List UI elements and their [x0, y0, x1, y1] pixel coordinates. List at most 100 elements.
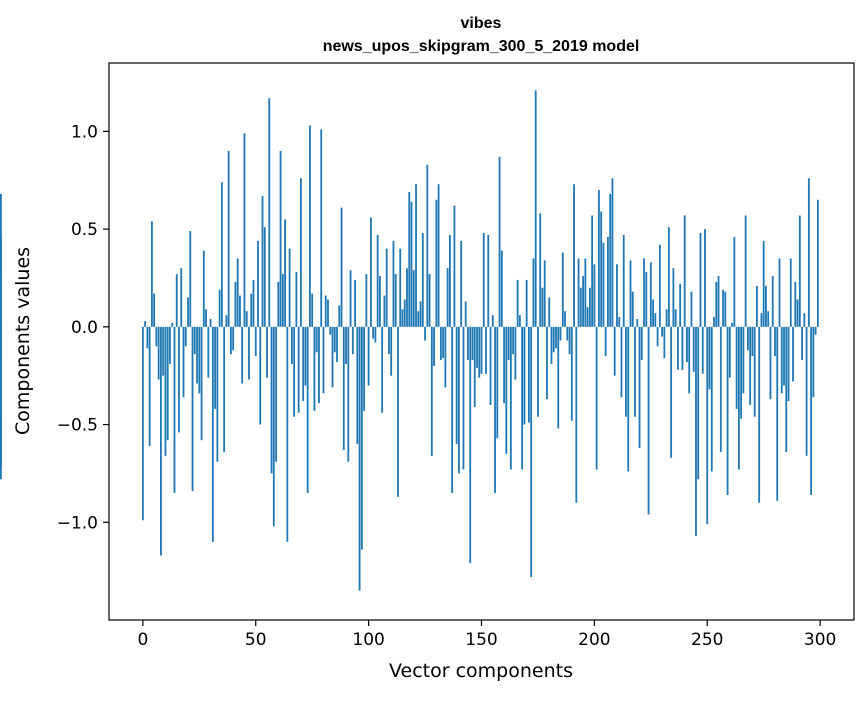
- bar-227: [654, 313, 657, 327]
- bar-177: [541, 287, 544, 327]
- bar-99: [365, 274, 368, 327]
- bar-40: [232, 326, 235, 351]
- bar-272: [756, 285, 758, 327]
- bar-259: [726, 326, 729, 495]
- bar-166: [516, 279, 519, 327]
- bar-186: [561, 252, 564, 327]
- bar-151: [482, 233, 485, 327]
- bar-261: [731, 322, 733, 327]
- bar-225: [649, 262, 652, 327]
- bar-267: [744, 215, 747, 327]
- bar-231: [663, 326, 666, 359]
- bar-234: [670, 326, 673, 458]
- bar-12: [169, 326, 171, 364]
- bar-122: [417, 311, 420, 327]
- bar-132: [439, 326, 442, 361]
- bar-241: [686, 326, 688, 363]
- bar-286: [787, 326, 790, 402]
- bar-117: [406, 268, 408, 327]
- bar-172: [530, 326, 533, 577]
- bar-247: [699, 233, 702, 327]
- bar-138: [453, 205, 456, 327]
- bar-2: [146, 326, 149, 349]
- bar-26: [200, 326, 203, 441]
- bar-249: [704, 229, 706, 327]
- bar-105: [379, 276, 381, 327]
- chart-subtitle: news_upos_skipgram_300_5_2019 model: [323, 38, 640, 55]
- bar-215: [627, 326, 630, 472]
- bar-251: [708, 326, 711, 390]
- bar-124: [421, 233, 424, 327]
- bar-8: [160, 326, 162, 556]
- bar-118: [408, 191, 411, 327]
- bar-248: [701, 326, 704, 374]
- bar-56: [268, 98, 271, 327]
- bar-142: [462, 326, 465, 470]
- bar-266: [742, 326, 745, 394]
- bar-19: [184, 326, 187, 347]
- bar-184: [557, 326, 560, 429]
- bar-154: [489, 326, 492, 406]
- bar-173: [532, 258, 535, 327]
- bar-157: [496, 326, 499, 439]
- bar-65: [288, 248, 291, 327]
- bar-61: [279, 150, 282, 327]
- bar-54: [263, 227, 266, 327]
- bar-298: [814, 326, 817, 335]
- bar-32: [214, 326, 217, 409]
- bar-199: [591, 215, 594, 327]
- bar-297: [812, 326, 815, 398]
- x-axis-ticks: 0 50 100 150 200 250 300: [137, 620, 836, 650]
- bar-83: [329, 326, 332, 335]
- bar-7: [157, 326, 160, 380]
- bar-194: [579, 287, 582, 327]
- x-tick-label: 300: [804, 630, 836, 650]
- bar-71: [302, 326, 305, 402]
- bar-130: [435, 199, 438, 327]
- bar-116: [403, 299, 406, 327]
- bar-98: [363, 326, 366, 411]
- bar-21: [189, 231, 192, 327]
- bar-159: [500, 250, 503, 327]
- bar-235: [672, 268, 675, 327]
- bar-144: [467, 326, 469, 361]
- bar-263: [735, 326, 738, 409]
- bar-268: [746, 326, 749, 351]
- bar-49: [252, 279, 255, 327]
- bar-115: [401, 309, 404, 327]
- bar-10: [164, 326, 167, 456]
- bar-25: [198, 326, 201, 394]
- y-axis-ticks: −1.0 −0.5 0.0 0.5 1.0: [57, 122, 109, 533]
- bar-202: [597, 190, 600, 327]
- bar-274: [760, 313, 763, 327]
- bar-176: [539, 213, 542, 327]
- bar-145: [469, 326, 472, 564]
- bar-158: [498, 156, 501, 327]
- bar-292: [801, 326, 803, 361]
- bar-250: [706, 326, 709, 525]
- bar-62: [281, 274, 284, 327]
- bar-34: [218, 289, 221, 327]
- bar-39: [230, 326, 232, 355]
- bar-128: [430, 326, 433, 456]
- bar-223: [645, 272, 648, 327]
- bar-295: [807, 178, 810, 327]
- y-tick-label: 0.5: [71, 220, 98, 240]
- bar-270: [751, 326, 754, 357]
- bar-193: [577, 258, 580, 327]
- bar-179: [546, 326, 548, 400]
- bar-287: [789, 258, 792, 327]
- x-tick-label: 250: [691, 630, 723, 650]
- bar-36: [223, 326, 226, 452]
- bar-171: [528, 326, 530, 423]
- bar-51: [257, 240, 259, 327]
- bar-175: [537, 326, 539, 417]
- bar-104: [376, 234, 379, 327]
- bar-46: [245, 311, 248, 327]
- bar-48: [250, 293, 253, 327]
- bar-86: [336, 326, 338, 363]
- bar-162: [507, 326, 510, 361]
- bar-219: [636, 319, 639, 327]
- bar-123: [419, 301, 422, 327]
